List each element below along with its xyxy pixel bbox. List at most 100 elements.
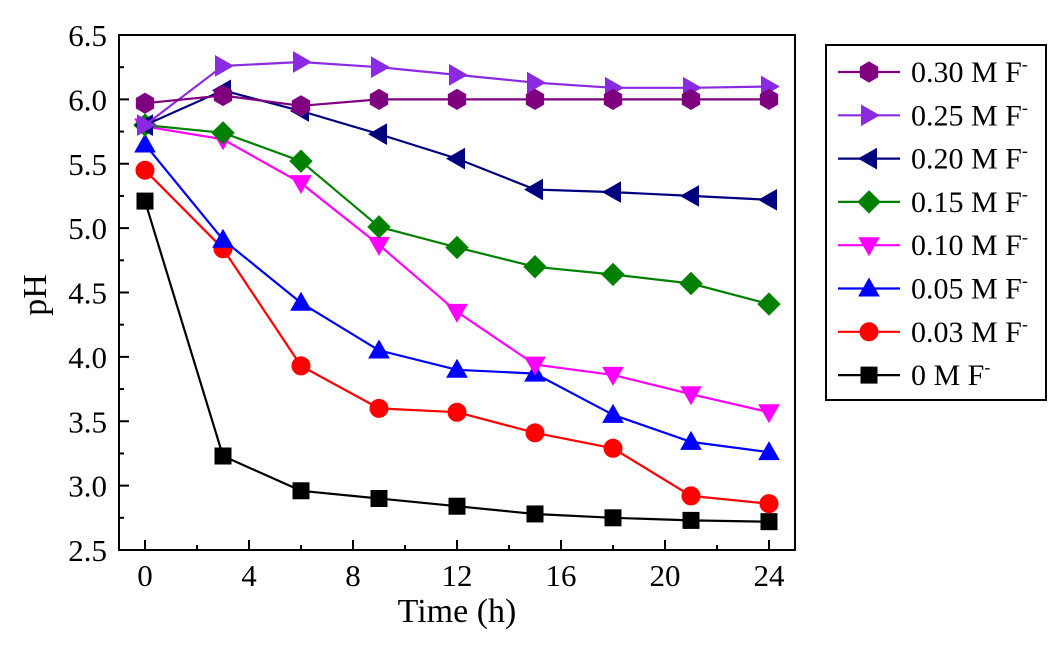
data-point xyxy=(602,403,624,423)
data-point xyxy=(526,505,544,523)
data-point xyxy=(137,114,157,136)
x-tick-label: 16 xyxy=(546,558,577,593)
data-point xyxy=(758,404,780,424)
data-point xyxy=(447,88,467,110)
data-point xyxy=(370,490,388,507)
y-axis-title: pH xyxy=(17,274,54,316)
data-point xyxy=(367,123,387,145)
x-tick-label: 24 xyxy=(754,558,786,593)
data-point xyxy=(601,262,625,287)
y-tick-label: 6.5 xyxy=(68,18,107,53)
data-point xyxy=(369,88,389,110)
legend-label: 0.25 M F- xyxy=(911,97,1028,132)
data-point xyxy=(448,497,466,515)
axis-ticks: 0 4 8 12 16 20 24 2.5 3.0 3.5 4.0 4.5 5.0 5.5 6.0 6.5 xyxy=(68,18,785,593)
series-0-m-f xyxy=(136,192,778,531)
series-line xyxy=(144,124,770,306)
data-point xyxy=(292,482,310,500)
data-point xyxy=(445,235,469,260)
legend-entry: 0 M F- xyxy=(838,357,990,392)
data-point xyxy=(604,509,622,527)
legend-marker xyxy=(858,237,880,257)
y-tick-label: 5.5 xyxy=(68,147,107,182)
data-point xyxy=(446,358,468,378)
data-point xyxy=(759,494,779,514)
legend-label: 0.20 M F- xyxy=(911,141,1028,176)
data-point xyxy=(368,339,390,359)
legend-label: 0 M F- xyxy=(911,357,990,392)
x-tick-label: 4 xyxy=(241,558,257,593)
data-point xyxy=(679,271,703,296)
series-0-15-m-f xyxy=(133,113,781,316)
x-tick-label: 20 xyxy=(650,558,681,593)
data-point xyxy=(136,192,154,210)
data-point xyxy=(214,447,232,465)
data-point xyxy=(679,185,699,207)
y-tick-label: 4.5 xyxy=(68,276,107,311)
y-tick-label: 4.0 xyxy=(68,340,107,375)
data-point xyxy=(760,513,778,531)
legend-marker xyxy=(858,277,880,297)
data-point xyxy=(759,88,779,110)
legend-label: 0.10 M F- xyxy=(911,227,1028,262)
legend-label: 0.15 M F- xyxy=(911,184,1028,219)
legend-entry: 0.20 M F- xyxy=(838,141,1028,176)
data-point xyxy=(367,215,391,239)
x-tick-label: 12 xyxy=(442,558,473,593)
data-point xyxy=(758,441,780,461)
data-point xyxy=(757,292,781,316)
y-tick-label: 5.0 xyxy=(68,211,107,246)
data-point xyxy=(213,84,233,107)
data-point xyxy=(134,133,156,153)
series-0-30-m-f xyxy=(135,84,779,117)
data-point xyxy=(757,188,777,211)
data-point xyxy=(447,402,467,422)
series-0-03-m-f xyxy=(135,160,779,514)
data-point xyxy=(525,423,545,443)
y-tick-label: 2.5 xyxy=(68,533,107,568)
legend-label: 0.30 M F- xyxy=(911,54,1028,89)
data-point xyxy=(602,366,624,386)
data-point xyxy=(601,181,621,203)
legend-entry: 0.10 M F- xyxy=(838,227,1028,262)
data-point xyxy=(524,356,546,376)
series-0-25-m-f xyxy=(137,51,781,136)
data-point xyxy=(682,511,700,529)
data-point xyxy=(293,51,313,73)
data-point xyxy=(449,64,469,86)
data-point xyxy=(212,228,234,248)
data-point xyxy=(135,92,155,114)
data-point xyxy=(680,386,702,406)
data-point xyxy=(680,430,702,450)
data-point xyxy=(523,178,543,201)
legend-label: 0.03 M F- xyxy=(911,314,1028,349)
legend-entry: 0.05 M F- xyxy=(838,271,1028,306)
data-point xyxy=(135,160,155,180)
data-point xyxy=(527,71,547,94)
legend-marker xyxy=(859,322,879,342)
x-tick-label: 0 xyxy=(137,558,153,593)
series-0-05-m-f xyxy=(134,133,780,461)
legend-marker xyxy=(857,190,881,214)
data-point xyxy=(446,303,468,323)
data-point xyxy=(523,255,547,279)
data-point xyxy=(603,88,623,110)
data-point xyxy=(215,55,235,77)
data-point xyxy=(290,291,312,311)
data-point xyxy=(525,88,545,110)
y-tick-label: 3.0 xyxy=(68,469,107,504)
data-point xyxy=(445,147,465,170)
data-point xyxy=(603,438,623,458)
data-point xyxy=(290,175,312,195)
legend-marker xyxy=(859,61,879,83)
legend-marker xyxy=(857,147,877,170)
legend-marker xyxy=(860,366,878,384)
legend-entry: 0.25 M F- xyxy=(838,97,1028,132)
data-point xyxy=(369,398,389,418)
data-point xyxy=(291,356,311,376)
x-axis-title: Time (h) xyxy=(398,593,517,630)
legend-entry: 0.30 M F- xyxy=(838,54,1028,89)
legend-label: 0.05 M F- xyxy=(911,271,1028,306)
data-point xyxy=(371,56,391,79)
